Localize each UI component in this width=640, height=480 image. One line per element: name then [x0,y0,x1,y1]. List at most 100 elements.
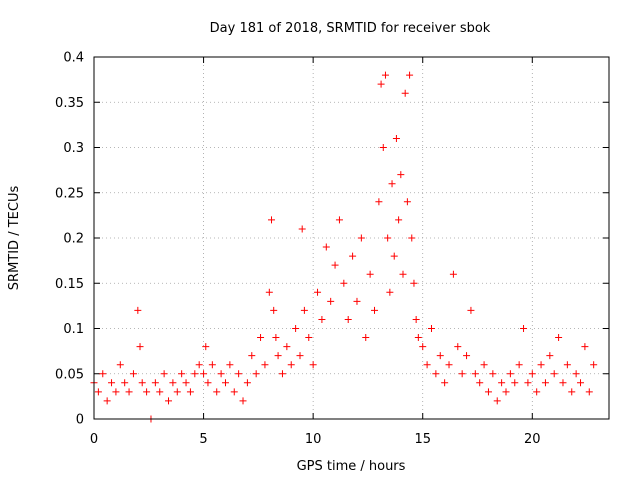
y-tick-label: 0.05 [55,367,84,382]
data-point [397,171,405,179]
y-tick-label: 0.35 [55,96,84,111]
data-point [476,379,484,387]
data-point [204,379,212,387]
data-point [169,379,177,387]
y-tick-label: 0 [76,413,84,428]
data-point [467,306,475,314]
data-point [524,379,532,387]
data-point [555,334,563,342]
data-point [546,352,554,360]
data-point [331,261,339,269]
data-point [392,134,400,142]
data-point [108,379,116,387]
data-point [283,343,291,351]
y-tick-label: 0.2 [63,232,84,247]
data-point [257,334,265,342]
data-point [121,379,129,387]
data-point [590,361,598,369]
data-point [403,198,411,206]
data-point [116,361,124,369]
data-point [265,288,273,296]
y-tick-labels: 0 0.05 0.1 0.15 0.2 0.25 0.3 0.35 0.4 [55,51,84,428]
chart-title: Day 181 of 2018, SRMTID for receiver sbo… [210,21,491,36]
data-point [208,361,216,369]
data-point [572,370,580,378]
data-point [221,379,229,387]
data-point [480,361,488,369]
x-tick-label: 0 [90,432,98,447]
data-point [502,388,510,396]
data-point [568,388,576,396]
data-point [292,325,300,332]
data-point [112,388,120,396]
plot-frame [93,56,610,420]
data-point [386,288,394,296]
data-point [200,370,208,378]
data-point [217,370,225,378]
data-point [559,379,567,387]
data-point [381,71,389,79]
data-point [239,397,247,405]
data-point [445,361,453,369]
data-point [537,361,545,369]
data-point [463,352,471,360]
data-point [165,397,173,405]
data-point [182,379,190,387]
data-point [178,370,186,378]
data-point [493,397,501,405]
data-point [408,234,416,242]
x-tick-label: 15 [414,432,431,447]
data-point [506,370,514,378]
data-point [449,270,457,278]
data-point [173,388,181,396]
data-point [305,334,313,342]
data-point [511,379,519,387]
x-axis-title: GPS time / hours [297,459,406,474]
data-point [314,288,322,296]
data-point [349,252,357,260]
data-point [335,216,343,224]
data-point [520,325,528,332]
data-point [395,216,403,224]
data-point [252,370,260,378]
data-point [156,388,164,396]
data-point [585,388,593,396]
data-point [160,370,168,378]
grid [94,57,609,419]
data-point [272,334,280,342]
data-point [230,388,238,396]
data-point [528,370,536,378]
data-point [533,388,541,396]
x-tick-label: 20 [524,432,541,447]
data-point [309,361,317,369]
data-point [515,361,523,369]
x-tick-label: 5 [199,432,207,447]
data-points [90,71,598,423]
data-point [143,388,151,396]
data-point [357,234,365,242]
data-point [129,370,137,378]
data-point [134,306,142,314]
data-point [340,279,348,287]
data-point [318,315,326,323]
data-point [441,379,449,387]
x-tick-label: 10 [305,432,322,447]
x-tick-labels: 0 5 10 15 20 [90,432,541,447]
data-point [388,180,396,188]
data-point [138,379,146,387]
data-point [243,379,251,387]
data-point [563,361,571,369]
y-tick-label: 0.4 [63,51,84,66]
data-point [489,370,497,378]
data-point [191,370,199,378]
data-point [270,306,278,314]
y-tick-label: 0.25 [55,186,84,201]
data-point [436,352,444,360]
data-point [484,388,492,396]
data-point [235,370,243,378]
data-point [541,379,549,387]
data-point [136,343,144,351]
data-point [399,270,407,278]
data-point [371,306,379,314]
data-point [353,297,361,305]
